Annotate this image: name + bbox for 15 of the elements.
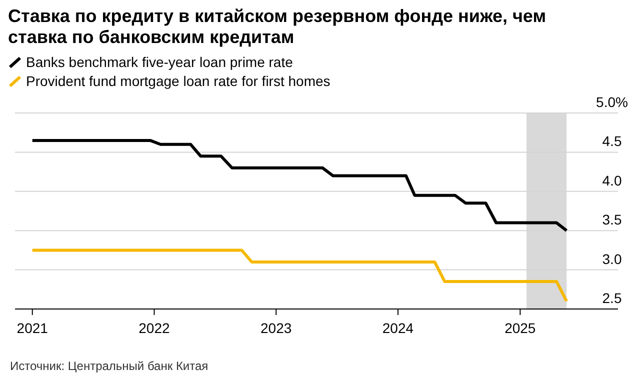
- legend-label: Banks benchmark five-year loan prime rate: [26, 54, 294, 70]
- y-tick-label: 3.0: [602, 250, 622, 267]
- x-tick-label: 2021: [16, 320, 48, 336]
- legend-label: Provident fund mortgage loan rate for first homes: [26, 73, 330, 89]
- y-tick-label: 3.5: [602, 212, 622, 228]
- x-tick-label: 2025: [504, 320, 536, 336]
- y-tick-label: 4.0: [602, 172, 622, 188]
- text: Источник: Центральный банк Китая: [10, 359, 208, 373]
- x-tick-label: 2024: [382, 320, 414, 336]
- y-tick-label: 5.0%: [596, 94, 628, 110]
- y-tick-label: 2.5: [602, 290, 622, 306]
- y-tick-label: 4.5: [602, 133, 622, 150]
- x-tick-label: 2022: [138, 320, 170, 336]
- chart-title: Ставка по кредиту в китайском резервном фонде ниже, чем ставка по банковским кредитам: [8, 6, 546, 47]
- x-tick-label: 2023: [260, 320, 292, 336]
